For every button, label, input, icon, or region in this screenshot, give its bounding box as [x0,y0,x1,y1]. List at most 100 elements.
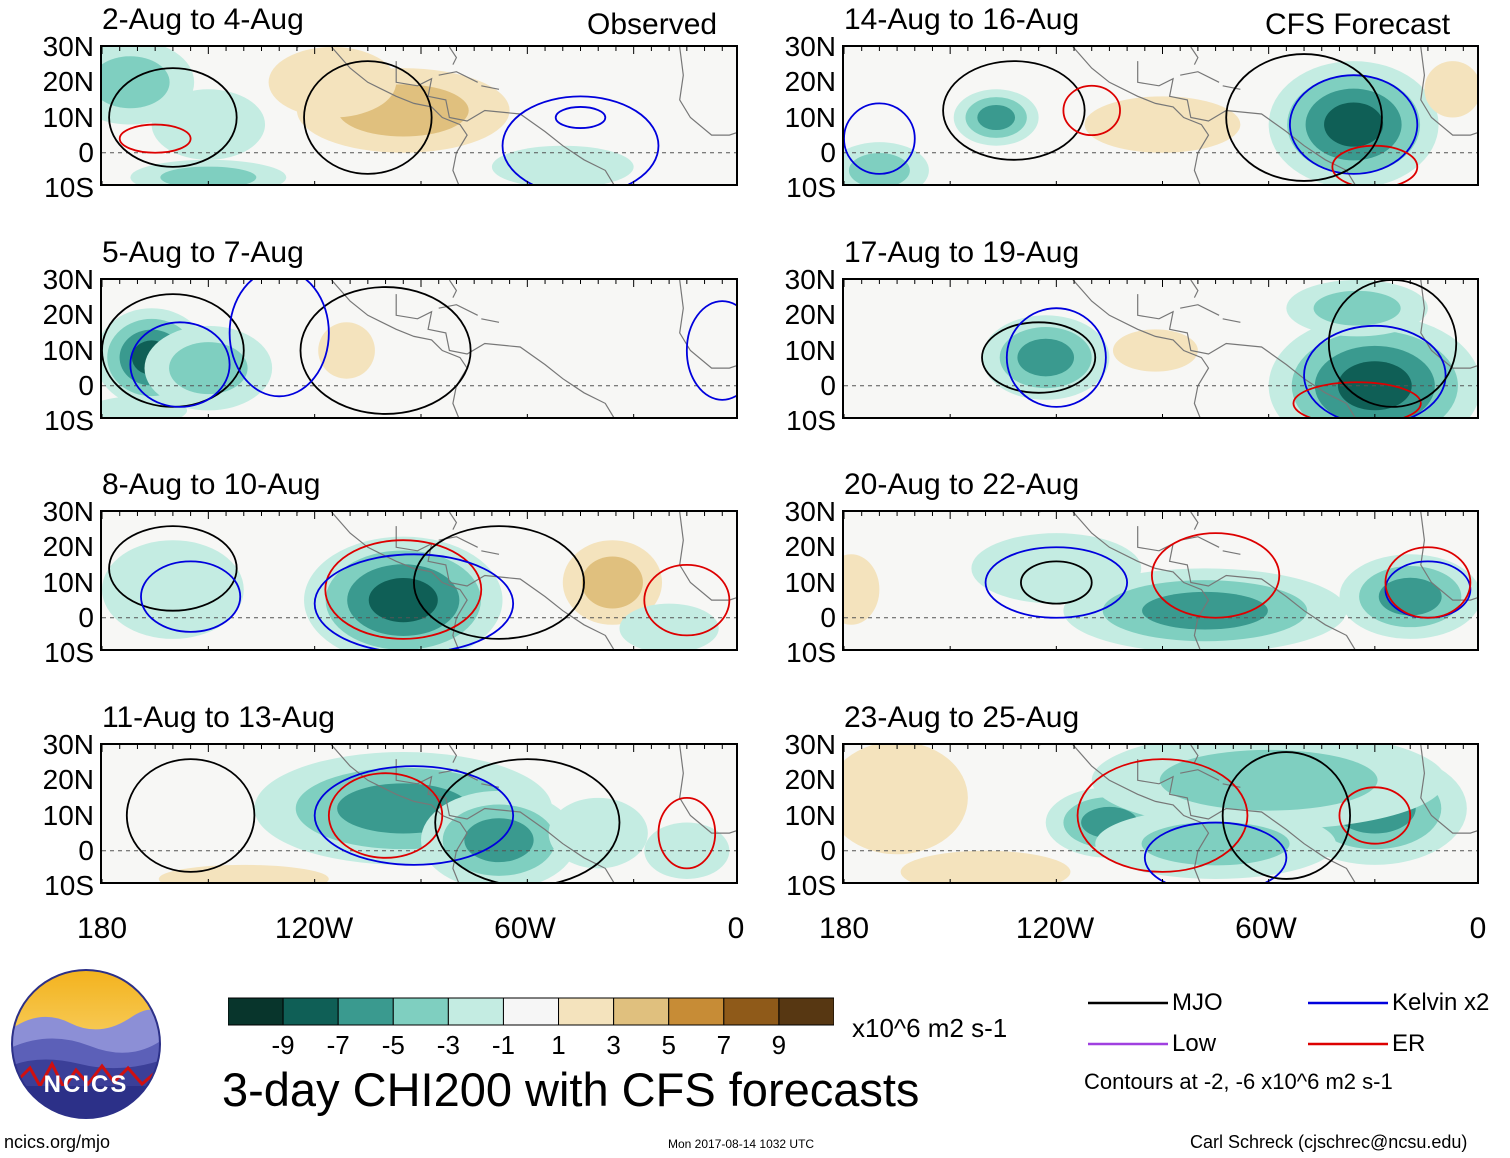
contour-p3-0 [108,525,238,612]
contour-p8-0 [1076,758,1249,873]
lat-label-p2-2: 10N [42,334,94,366]
lat-label-p5-3: 0 [820,136,836,168]
anomaly-shade-p6-1-2 [1017,338,1075,377]
coastline-p3-5 [679,512,736,601]
footer-author: Carl Schreck (cjschrec@ncsu.edu) [1190,1132,1468,1152]
map-panel-p2 [100,278,738,419]
contour-p4-0 [125,758,256,873]
legend-mjo-label: MJO [1172,989,1223,1016]
main-title: 3-day CHI200 with CFS forecasts [222,1063,920,1116]
contour-p6-0 [981,321,1097,394]
anomaly-shade-p5-0-3 [1324,102,1384,147]
contour-p5-1 [1062,84,1121,137]
lat-label-p4-2: 10N [42,799,94,831]
lat-label-p2-4: 10S [44,405,94,436]
lat-label-p1-0: 30N [42,31,94,62]
colorbar-swatch-7 [613,997,670,1026]
contour-p5-2 [1288,74,1419,175]
colorbar-label-1: -7 [326,1030,350,1060]
anomaly-shade-p3-1-3 [368,578,438,623]
lat-label-p1-4: 10S [44,172,94,203]
footer-timestamp: Mon 2017-08-14 1032 UTC [668,1137,815,1151]
anomaly-shade-p7-2-0 [844,554,880,625]
lat-label-p6-3: 0 [820,369,836,401]
contour-p4-2 [313,765,515,866]
anomaly-shade-p8-4-0 [900,850,1071,882]
coastline-p7-3 [1180,536,1220,548]
lon-label-60w-right: 60W [1235,912,1297,945]
lon-label-120w-left: 120W [274,912,354,945]
anomaly-shade-p1-0-1 [102,56,170,109]
coastline-p3-1 [395,526,615,649]
anomaly-shade-p2-1-1 [169,342,248,395]
lat-label-p4-0: 30N [42,729,94,760]
contour-p6-3 [1292,381,1422,417]
coastline-p2-5 [679,280,736,369]
coastline-p7-1 [1137,526,1356,649]
anomaly-shade-p1-1-0 [151,89,266,160]
contour-p6-4 [1327,280,1458,408]
lat-label-p8-3: 0 [820,834,836,866]
ncics-logo-text: NCICS [44,1071,129,1098]
anomaly-shade-p1-3-0 [268,47,397,118]
coastline-p8-1 [1137,759,1356,882]
contour-p2-4 [685,300,736,401]
panel-title-p2: 5-Aug to 7-Aug [102,236,304,269]
lat-label-p7-4: 10S [786,637,836,668]
coastline-p4-2 [448,745,458,763]
colorbar [228,997,834,1026]
contour-p2-1 [129,321,231,408]
contour-p7-2 [1150,532,1281,619]
colorbar-swatch-1 [282,997,339,1026]
lat-label-p2-1: 20N [42,299,94,331]
map-canvas-p5 [844,47,1477,184]
lon-label-120w-right: 120W [1015,912,1095,945]
lat-label-p2-0: 30N [42,264,94,295]
coastline-p6-2 [1190,280,1199,298]
lat-label-p7-1: 20N [784,531,836,563]
coastline-p7-5 [1420,512,1477,601]
contour-p3-5 [643,563,731,637]
map-canvas-p7 [844,512,1477,649]
contour-p7-1 [984,546,1129,619]
lon-label-0-right: 0 [1469,912,1487,945]
colorbar-swatch-6 [558,997,615,1026]
map-panel-p8 [842,743,1479,884]
lat-label-p7-3: 0 [820,601,836,633]
lat-label-p8-4: 10S [786,870,836,901]
contour-p3-2 [324,539,483,640]
anomaly-shade-p4-4-0 [548,797,648,869]
colorbar-label-7: 5 [661,1030,676,1060]
panel-title-p1: 2-Aug to 4-Aug [102,3,304,36]
contour-p1-3 [554,106,607,129]
panel-title-p5: 14-Aug to 16-Aug [844,3,1080,36]
anomaly-shade-p1-7-1 [160,166,257,184]
panel-title-p8: 23-Aug to 25-Aug [844,701,1080,734]
colorbar-label-4: -1 [491,1030,516,1060]
lon-label-180-left: 180 [76,912,128,945]
anomaly-shade-p3-0-0 [102,540,244,639]
coastline-p5-1 [1137,61,1356,184]
contour-p3-4 [413,525,585,640]
coastline-p8-5 [1420,745,1477,834]
lat-label-p5-1: 20N [784,66,836,98]
contour-p1-4 [501,95,660,184]
map-panel-p4 [100,743,738,884]
map-canvas-p4 [102,745,736,882]
coastline-p2-3 [438,304,478,316]
contour-p5-4 [1225,53,1383,182]
coastline-p5-5 [1420,47,1477,136]
lat-label-p6-0: 30N [784,264,836,295]
lat-label-p6-1: 20N [784,299,836,331]
lat-label-p8-1: 20N [784,764,836,796]
lat-label-p7-2: 10N [784,566,836,598]
anomaly-shade-p3-3-0 [619,603,719,649]
coastline-p2-1 [395,294,615,417]
coastline-p6-5 [1420,280,1477,369]
panel-title-p7: 20-Aug to 22-Aug [844,468,1080,501]
anomaly-shade-p5-3-1 [848,153,910,184]
coastline-p1-1 [395,61,615,184]
map-canvas-p6 [844,280,1477,417]
coastline-p5-2 [1190,47,1199,65]
anomaly-shade-p5-4-0 [1424,61,1477,118]
